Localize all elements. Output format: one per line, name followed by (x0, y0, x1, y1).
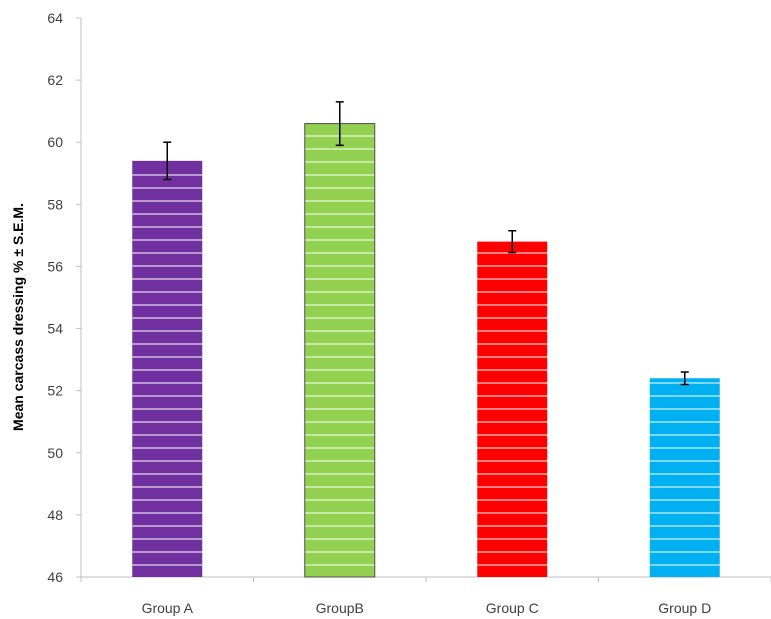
bar-3 (477, 241, 548, 577)
y-axis: 46 48 50 52 54 56 58 60 62 64 (47, 10, 82, 585)
bar-4 (649, 378, 720, 577)
error-bars (163, 101, 689, 386)
bar-fill (649, 378, 720, 577)
y-tick-label: 54 (47, 321, 63, 337)
bar-fill (304, 123, 375, 577)
x-axis: Group A GroupB Group C Group D (80, 576, 771, 616)
x-category-label: Group A (142, 600, 194, 616)
y-tick-label: 64 (47, 10, 63, 26)
y-tick-label: 48 (47, 507, 63, 523)
bars (132, 123, 720, 578)
y-tick-label: 60 (47, 134, 63, 150)
error-bar (508, 229, 517, 254)
y-tick-label: 50 (47, 445, 63, 461)
y-tick-label: 56 (47, 258, 63, 274)
y-tick-label: 52 (47, 383, 63, 399)
y-tick-label: 46 (47, 569, 63, 585)
bar-fill (132, 160, 203, 577)
y-tick-label: 58 (47, 196, 63, 212)
x-category-label: Group C (486, 600, 539, 616)
error-bar (163, 141, 172, 181)
error-bar (335, 101, 344, 147)
y-tick-label: 62 (47, 72, 63, 88)
x-category-label: GroupB (316, 600, 364, 616)
error-bar (680, 371, 689, 386)
x-category-label: Group D (658, 600, 711, 616)
bar-2 (304, 123, 376, 578)
bar-1 (132, 160, 203, 577)
y-axis-label: Mean carcass dressing % ± S.E.M. (10, 203, 26, 431)
